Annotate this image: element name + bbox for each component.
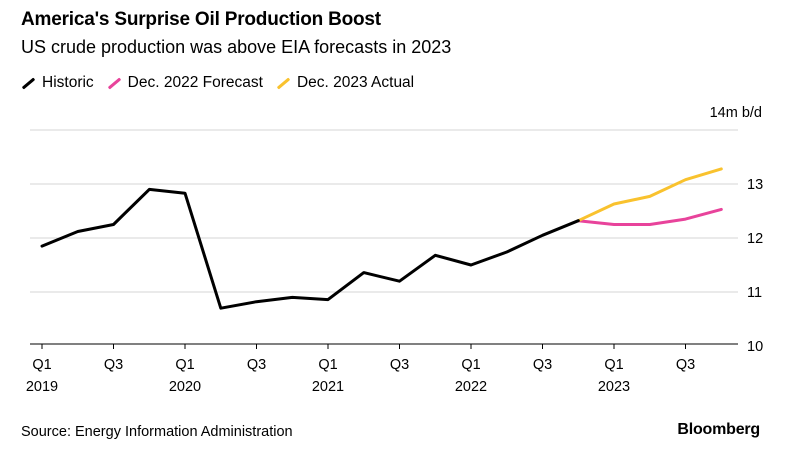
x-tick-label: Q1 (604, 357, 623, 373)
x-tick-label: Q1 (175, 357, 194, 373)
legend-label-historic: Historic (42, 74, 94, 91)
x-tick-year-label: 2021 (312, 379, 344, 395)
legend-item-historic: Historic (21, 74, 94, 92)
brand-logo: Bloomberg (677, 421, 760, 438)
chart-legend: Historic Dec. 2022 Forecast Dec. 2023 Ac… (21, 74, 427, 92)
series-line-actual (576, 167, 723, 223)
legend-label-actual: Dec. 2023 Actual (296, 74, 415, 91)
legend-item-actual: Dec. 2023 Actual (276, 74, 414, 92)
legend-label-forecast: Dec. 2022 Forecast (127, 74, 263, 91)
x-tick-label: Q1 (318, 357, 337, 373)
x-tick-label: Q3 (533, 357, 552, 373)
chart-title: America's Surprise Oil Production Boost (21, 9, 381, 30)
x-tick-label: Q1 (32, 357, 51, 373)
y-unit-label: 14m b/d (710, 105, 762, 121)
x-tick-label: Q3 (390, 357, 409, 373)
chart-subtitle: US crude production was above EIA foreca… (21, 37, 452, 57)
y-tick-label: 10 (747, 339, 763, 355)
y-tick-label: 11 (747, 285, 762, 301)
x-tick-year-label: 2020 (169, 379, 201, 395)
source-note: Source: Energy Information Administratio… (21, 424, 293, 440)
x-tick-year-label: 2023 (598, 379, 630, 395)
series-line-historic (40, 187, 580, 310)
x-tick-year-label: 2019 (26, 379, 58, 395)
x-tick-label: Q3 (104, 357, 123, 373)
y-tick-label: 12 (747, 231, 763, 247)
legend-item-forecast: Dec. 2022 Forecast (107, 74, 263, 92)
series-line-forecast (576, 207, 723, 226)
x-tick-year-label: 2022 (455, 379, 487, 395)
y-tick-label: 13 (747, 177, 763, 193)
x-tick-label: Q3 (676, 357, 695, 373)
x-tick-label: Q1 (461, 357, 480, 373)
x-tick-label: Q3 (247, 357, 266, 373)
